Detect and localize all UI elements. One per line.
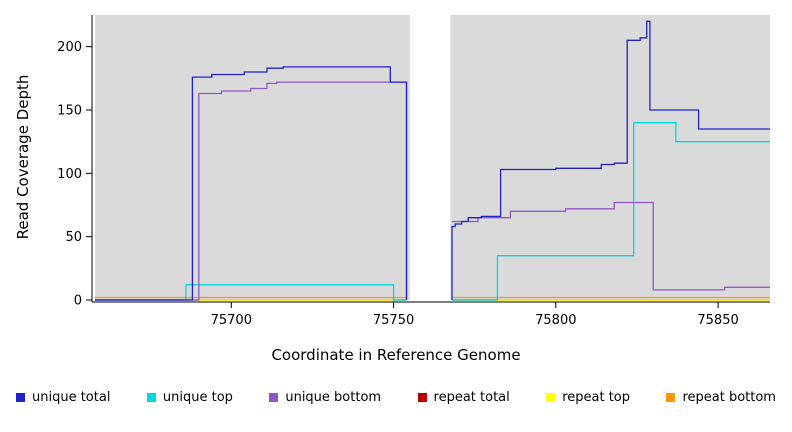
x-axis-title: Coordinate in Reference Genome bbox=[271, 346, 521, 364]
series-line-unique-bottom bbox=[95, 81, 408, 301]
legend-item-repeat-top: repeat top bbox=[546, 390, 630, 405]
series-line-unique-bottom bbox=[452, 201, 770, 291]
series-line-unique-top bbox=[452, 122, 770, 301]
legend-label: repeat total bbox=[433, 390, 510, 405]
legend-item-unique-bottom: unique bottom bbox=[269, 390, 381, 405]
y-tick-label: 0 bbox=[74, 294, 82, 309]
y-tick-label: 150 bbox=[57, 104, 82, 119]
coverage-chart: 0 50 100 150 200 75700 75750 75800 75850 bbox=[57, 14, 770, 328]
y-tick-label: 50 bbox=[65, 230, 82, 245]
legend-swatch-repeat-top bbox=[546, 393, 556, 402]
legend-label: unique bottom bbox=[285, 390, 382, 405]
legend-item-unique-total: unique total bbox=[16, 390, 110, 405]
legend-swatch-repeat-total bbox=[417, 393, 427, 402]
y-tick-label: 200 bbox=[57, 40, 82, 55]
series-line-unique-total bbox=[95, 66, 408, 301]
legend-label: unique top bbox=[162, 390, 233, 405]
legend-swatch-unique-total bbox=[16, 393, 25, 402]
coverage-gap-band bbox=[409, 14, 451, 300]
legend-swatch-unique-bottom bbox=[269, 393, 279, 402]
x-tick-label: 75850 bbox=[697, 313, 738, 328]
series-line-unique-total bbox=[451, 20, 770, 300]
legend-swatch-repeat-bottom bbox=[666, 393, 676, 402]
legend-swatch-unique-top bbox=[146, 393, 156, 402]
y-axis-title: Read Coverage Depth bbox=[14, 74, 32, 240]
legend-label: repeat bottom bbox=[682, 390, 776, 405]
y-tick-label: 100 bbox=[57, 167, 82, 182]
legend-item-unique-top: unique top bbox=[146, 390, 233, 405]
x-tick-label: 75700 bbox=[211, 313, 252, 328]
legend-item-repeat-total: repeat total bbox=[417, 390, 510, 405]
x-tick-label: 75800 bbox=[535, 313, 576, 328]
legend-label: unique total bbox=[32, 390, 111, 405]
legend-item-repeat-bottom: repeat bottom bbox=[666, 390, 776, 405]
legend-label: repeat top bbox=[562, 390, 630, 405]
x-tick-label: 75750 bbox=[373, 313, 414, 328]
chart-legend: unique total unique top unique bottom repea… bbox=[0, 390, 792, 405]
chart-area: 0 50 100 150 200 75700 75750 75800 75850 Read Co… bbox=[14, 14, 770, 328]
